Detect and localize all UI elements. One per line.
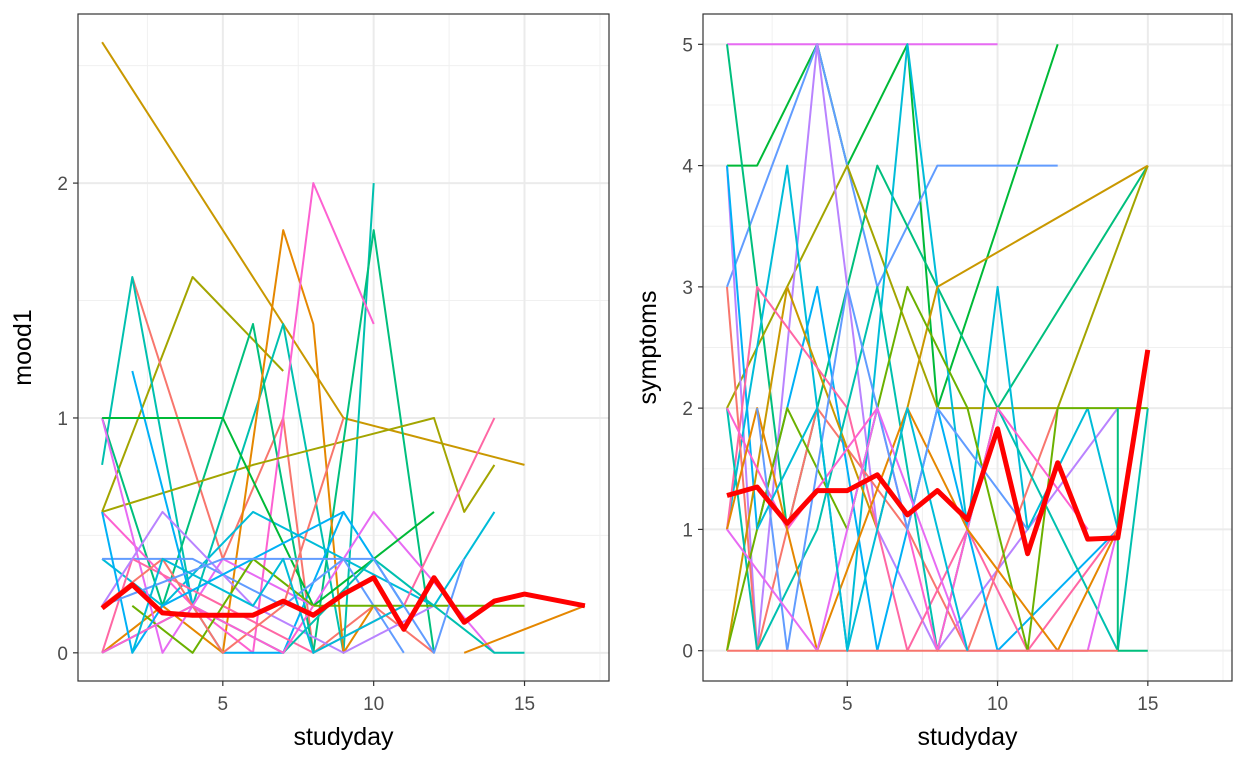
series-line xyxy=(463,604,586,654)
panel-mood1: 0 1 2 5 10 15 studyday mood1 xyxy=(9,13,610,751)
x-axis-label: studyday xyxy=(293,723,394,751)
mean-line-group xyxy=(100,575,586,632)
x-tick-label: 15 xyxy=(514,694,535,715)
y-tick-label: 3 xyxy=(682,278,693,299)
x-axis-ticks: 5 10 15 xyxy=(842,681,1158,715)
y-tick-label: 4 xyxy=(682,157,693,178)
x-tick-label: 10 xyxy=(987,694,1008,715)
x-tick-label: 5 xyxy=(842,694,853,715)
series-line xyxy=(756,407,969,652)
series-line xyxy=(101,417,345,654)
series-lines xyxy=(726,43,1149,652)
mean-line xyxy=(726,349,1151,557)
series-line xyxy=(101,511,344,654)
series-line xyxy=(131,370,405,654)
y-tick-label: 2 xyxy=(682,399,693,420)
y-tick-label: 2 xyxy=(57,174,68,195)
series-line xyxy=(101,604,315,654)
y-axis-label: symptoms xyxy=(634,291,662,405)
x-axis-ticks: 5 10 15 xyxy=(218,681,535,715)
series-line xyxy=(101,183,375,654)
series-line xyxy=(101,276,284,513)
y-tick-label: 0 xyxy=(57,644,68,665)
panel-border xyxy=(702,13,1233,682)
y-axis-ticks: 0 1 2 3 4 5 xyxy=(682,35,703,663)
y-axis-label: mood1 xyxy=(9,309,37,385)
series-line xyxy=(101,417,496,654)
y-tick-label: 5 xyxy=(682,35,693,56)
y-axis-ticks: 0 1 2 xyxy=(57,174,78,665)
series-line xyxy=(726,407,1119,652)
series-line xyxy=(101,229,435,654)
y-tick-label: 0 xyxy=(682,642,693,663)
mean-line-group xyxy=(726,349,1151,557)
x-tick-label: 10 xyxy=(363,694,384,715)
y-tick-label: 1 xyxy=(682,520,693,541)
series-line xyxy=(101,417,496,513)
x-axis-label: studyday xyxy=(917,723,1018,751)
x-tick-label: 5 xyxy=(218,694,229,715)
series-line xyxy=(726,285,1148,652)
series-line xyxy=(131,557,405,654)
panel-symptoms: 0 1 2 3 4 5 5 10 15 studyday symptoms xyxy=(634,13,1233,751)
panel-border xyxy=(77,13,610,682)
series-line xyxy=(101,557,466,654)
mean-line xyxy=(100,575,586,632)
series-lines xyxy=(101,41,586,654)
y-tick-label: 1 xyxy=(57,409,68,430)
x-tick-label: 15 xyxy=(1137,694,1158,715)
